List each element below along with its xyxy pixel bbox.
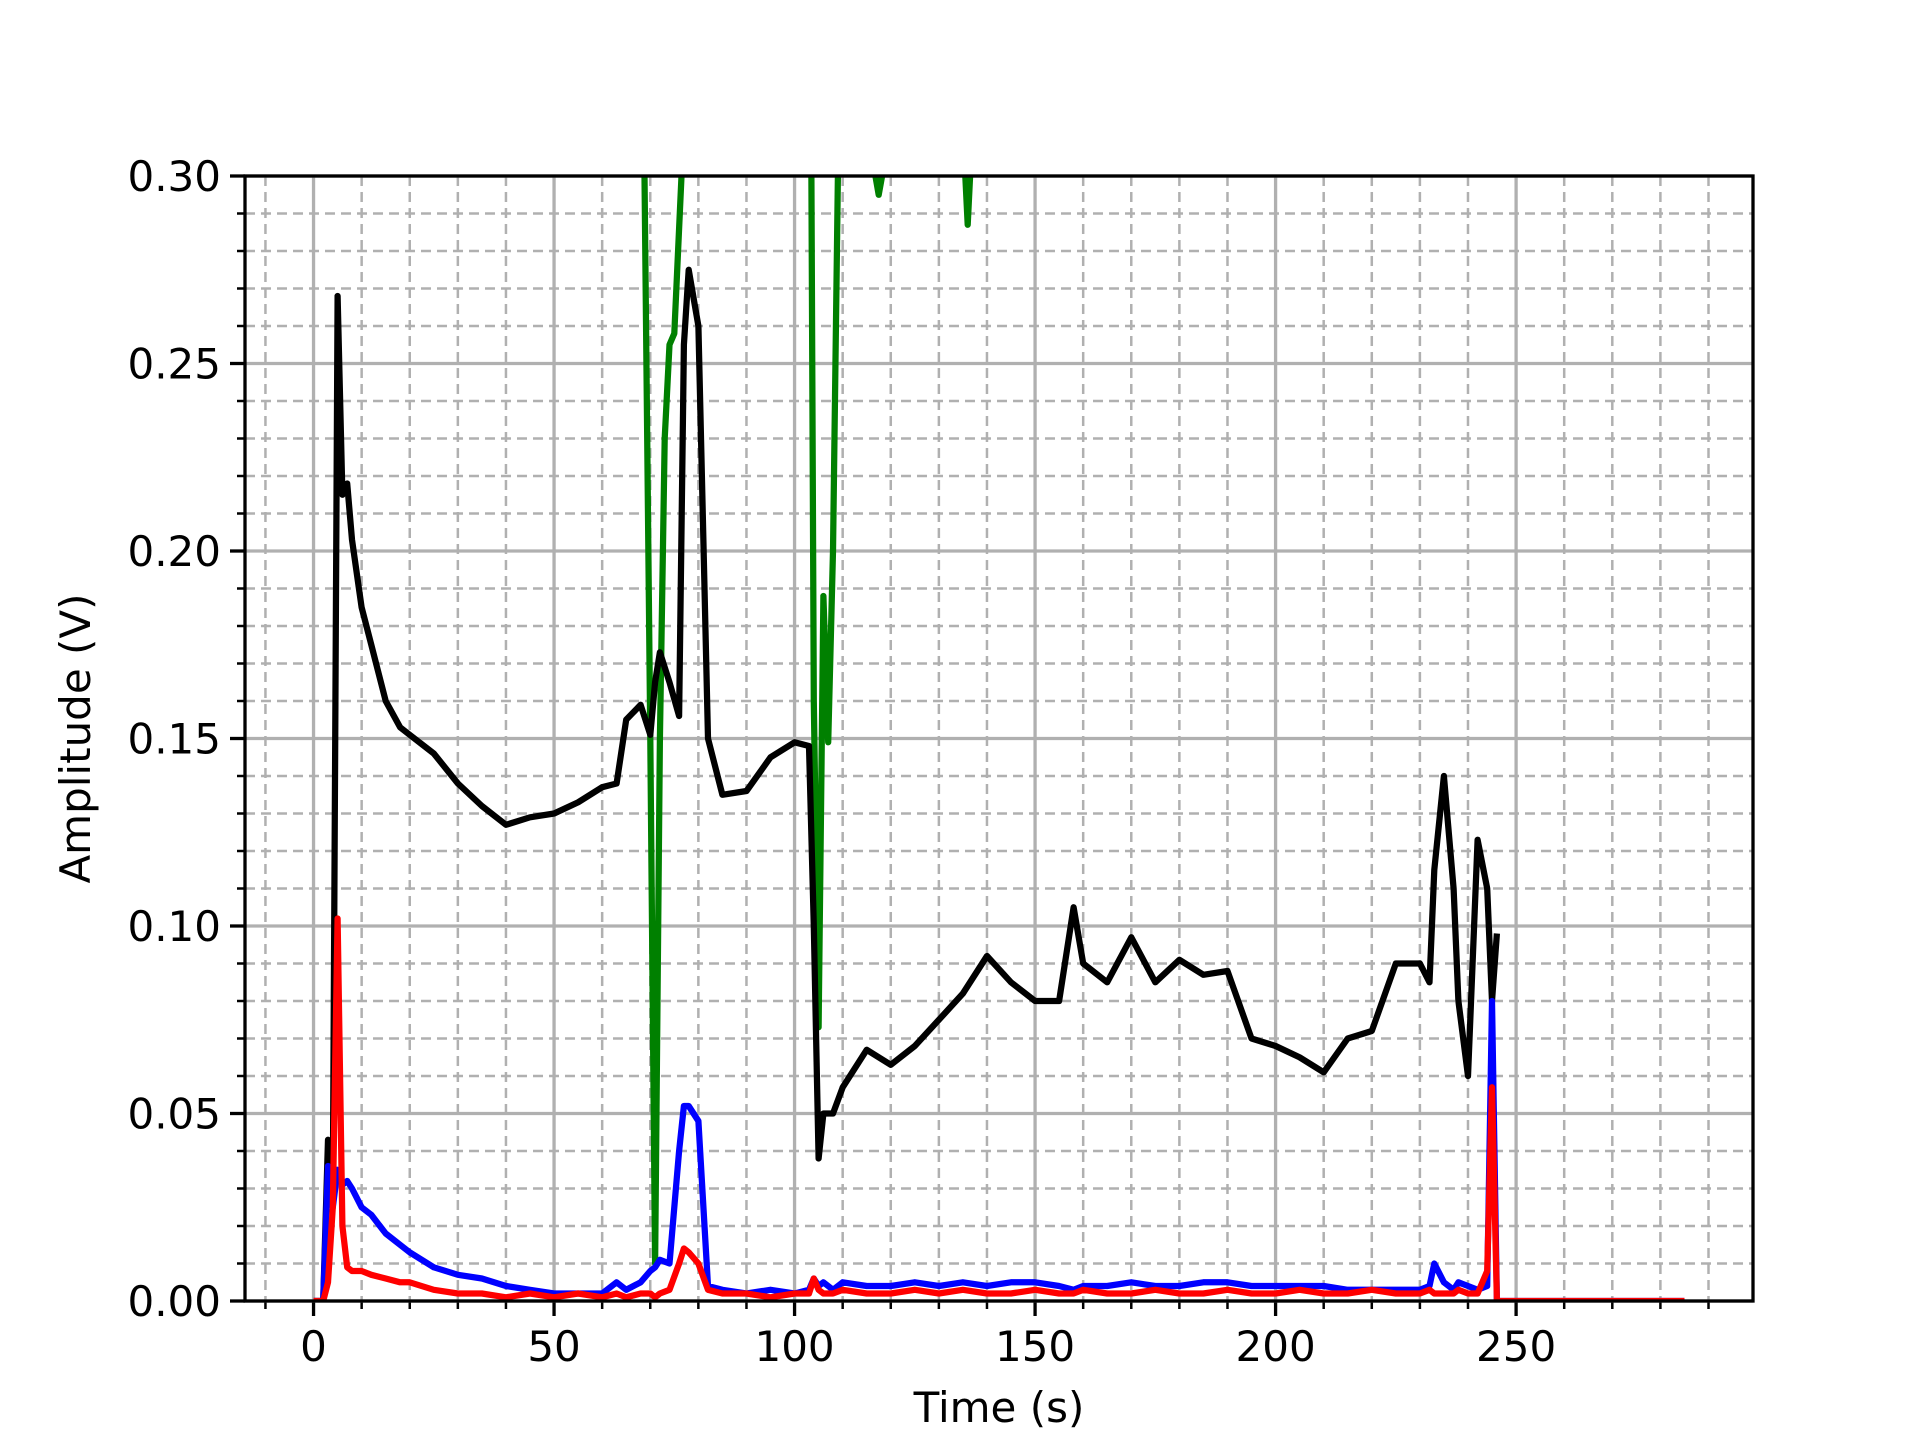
x-tick-label: 150 xyxy=(995,1322,1075,1371)
series-line xyxy=(313,915,1685,1301)
x-tick-label: 0 xyxy=(300,1322,327,1371)
x-tick-label: 250 xyxy=(1476,1322,1556,1371)
y-tick-label: 0.00 xyxy=(127,1277,221,1326)
y-tick-label: 0.15 xyxy=(127,715,221,764)
y-tick-label: 0.05 xyxy=(127,1090,221,1139)
y-axis-label: Amplitude (V) xyxy=(51,593,100,883)
x-tick-label: 200 xyxy=(1236,1322,1316,1371)
x-axis-label: Time (s) xyxy=(913,1383,1085,1432)
y-tick-label: 0.25 xyxy=(127,340,221,389)
axes-frame xyxy=(243,174,1755,1303)
y-tick-label: 0.30 xyxy=(127,152,221,201)
plot-area xyxy=(313,176,1685,1301)
series-line xyxy=(313,266,1501,1301)
x-tick-label: 100 xyxy=(754,1322,834,1371)
y-tick-label: 0.10 xyxy=(127,902,221,951)
x-tick-label: 50 xyxy=(527,1322,580,1371)
series-line xyxy=(313,997,1685,1301)
y-tick-label: 0.20 xyxy=(127,527,221,576)
series-line xyxy=(641,176,974,1267)
